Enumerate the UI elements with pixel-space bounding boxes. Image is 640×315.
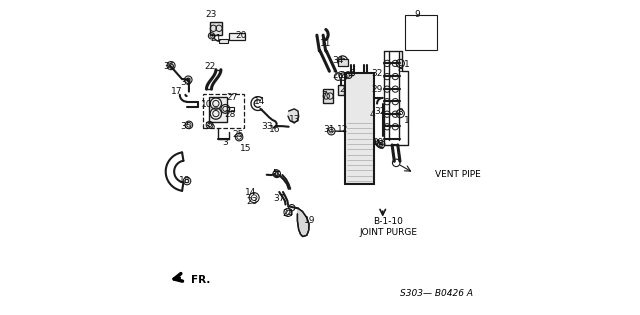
- Text: 16: 16: [269, 125, 280, 135]
- Text: 19: 19: [303, 216, 315, 225]
- Text: 1: 1: [404, 116, 410, 125]
- Bar: [229, 33, 245, 40]
- Text: 21: 21: [210, 34, 221, 43]
- Text: 1: 1: [404, 60, 410, 69]
- Text: 4: 4: [369, 110, 375, 119]
- Text: FR.: FR.: [191, 275, 210, 285]
- Text: 26: 26: [333, 71, 344, 80]
- Polygon shape: [288, 109, 299, 123]
- Text: 27: 27: [226, 94, 237, 102]
- Text: 13: 13: [289, 115, 300, 124]
- Bar: [210, 22, 221, 35]
- Text: 32: 32: [374, 106, 385, 116]
- Text: 26: 26: [339, 71, 351, 80]
- Text: 17: 17: [172, 87, 183, 96]
- Text: 15: 15: [240, 144, 252, 152]
- Text: 2: 2: [340, 85, 346, 94]
- Bar: [219, 39, 228, 43]
- Text: 28: 28: [225, 110, 236, 119]
- Text: 8: 8: [397, 108, 403, 117]
- Text: 29: 29: [371, 85, 383, 94]
- Text: 34: 34: [332, 56, 343, 66]
- Text: 20: 20: [236, 31, 246, 40]
- Text: 9: 9: [414, 10, 420, 19]
- Text: 18: 18: [179, 175, 190, 185]
- Text: 29: 29: [372, 138, 383, 147]
- Text: 14: 14: [245, 188, 257, 197]
- Text: 25: 25: [233, 130, 244, 140]
- Text: 31: 31: [324, 125, 335, 135]
- Text: 32: 32: [371, 69, 383, 78]
- Text: B-1-10
JOINT PURGE: B-1-10 JOINT PURGE: [360, 217, 417, 237]
- Bar: [345, 73, 374, 184]
- Bar: [338, 59, 348, 66]
- Text: 23: 23: [246, 197, 257, 206]
- Text: 22: 22: [204, 62, 215, 71]
- Bar: [204, 94, 244, 128]
- Text: 12: 12: [337, 125, 348, 135]
- Text: 35: 35: [180, 122, 191, 131]
- Bar: [227, 107, 234, 111]
- Text: 24: 24: [282, 209, 294, 218]
- Text: 35: 35: [204, 122, 215, 131]
- Text: 11: 11: [320, 39, 332, 49]
- Text: 8: 8: [397, 65, 403, 74]
- Text: 14: 14: [253, 97, 265, 106]
- Bar: [209, 97, 227, 122]
- Polygon shape: [298, 208, 309, 237]
- Text: 6: 6: [349, 69, 355, 78]
- Text: VENT PIPE: VENT PIPE: [435, 170, 481, 179]
- Text: S303— B0426 A: S303— B0426 A: [399, 289, 472, 298]
- Bar: [405, 15, 436, 50]
- Bar: [337, 85, 344, 95]
- Text: 5: 5: [273, 169, 278, 178]
- Text: 23: 23: [205, 10, 216, 19]
- Text: 33: 33: [261, 122, 273, 131]
- Text: 3: 3: [222, 138, 228, 147]
- Text: 37: 37: [273, 194, 285, 203]
- Text: 10: 10: [202, 100, 213, 109]
- Text: 36: 36: [164, 62, 175, 71]
- Text: 35: 35: [180, 78, 191, 87]
- Text: 7: 7: [321, 91, 327, 100]
- Bar: [323, 89, 333, 103]
